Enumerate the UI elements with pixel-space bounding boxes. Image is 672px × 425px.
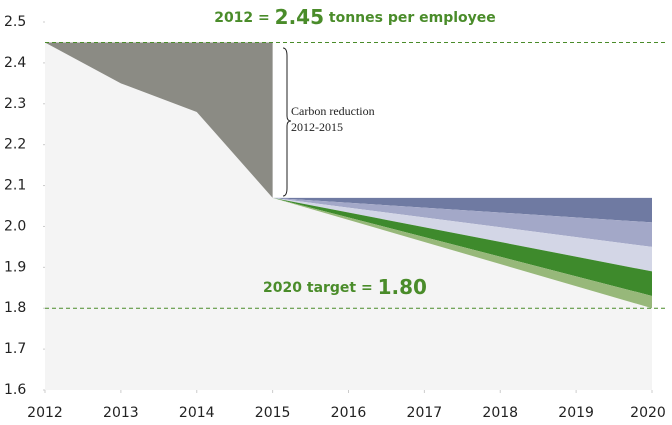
y-tick-label: 2.1	[4, 178, 26, 194]
x-tick-label: 2013	[103, 405, 139, 421]
y-tick-label: 1.6	[4, 382, 26, 398]
areas	[45, 41, 668, 390]
target-prefix: 2020 target =	[263, 280, 373, 296]
x-tick-label: 2017	[407, 405, 443, 421]
top-label: 2012 = 2.45 tonnes per employee	[214, 5, 496, 29]
y-tick-label: 1.9	[4, 259, 26, 275]
y-tick-label: 2.5	[4, 14, 26, 30]
x-tick-label: 2019	[558, 405, 594, 421]
annotation-line: Carbon reduction	[291, 104, 375, 118]
baseline-area	[45, 42, 652, 390]
target-label: 2020 target = 1.80	[263, 275, 427, 299]
top-suffix: tonnes per employee	[329, 10, 496, 26]
y-tick-label: 1.8	[4, 300, 26, 316]
x-tick-label: 2012	[27, 405, 63, 421]
y-tick-label: 2.2	[4, 137, 26, 153]
x-tick-label: 2018	[482, 405, 518, 421]
band	[272, 197, 652, 223]
y-tick-label: 1.7	[4, 341, 26, 357]
y-tick-label: 2.0	[4, 218, 26, 234]
x-tick-label: 2015	[255, 405, 291, 421]
reduction-area	[45, 42, 273, 198]
band	[272, 197, 652, 247]
band	[272, 197, 652, 309]
band	[272, 197, 652, 296]
x-tick-label: 2020	[630, 405, 666, 421]
x-tick-label: 2014	[179, 405, 215, 421]
annotation-line: 2012-2015	[291, 120, 343, 134]
y-tick-label: 2.4	[4, 55, 26, 71]
bracket	[282, 47, 292, 197]
top-value: 2.45	[275, 5, 324, 29]
y-tick-label: 2.3	[4, 96, 26, 112]
top-prefix: 2012 =	[214, 10, 270, 26]
target-value: 1.80	[378, 275, 427, 299]
x-tick-label: 2016	[331, 405, 367, 421]
band	[272, 197, 652, 272]
